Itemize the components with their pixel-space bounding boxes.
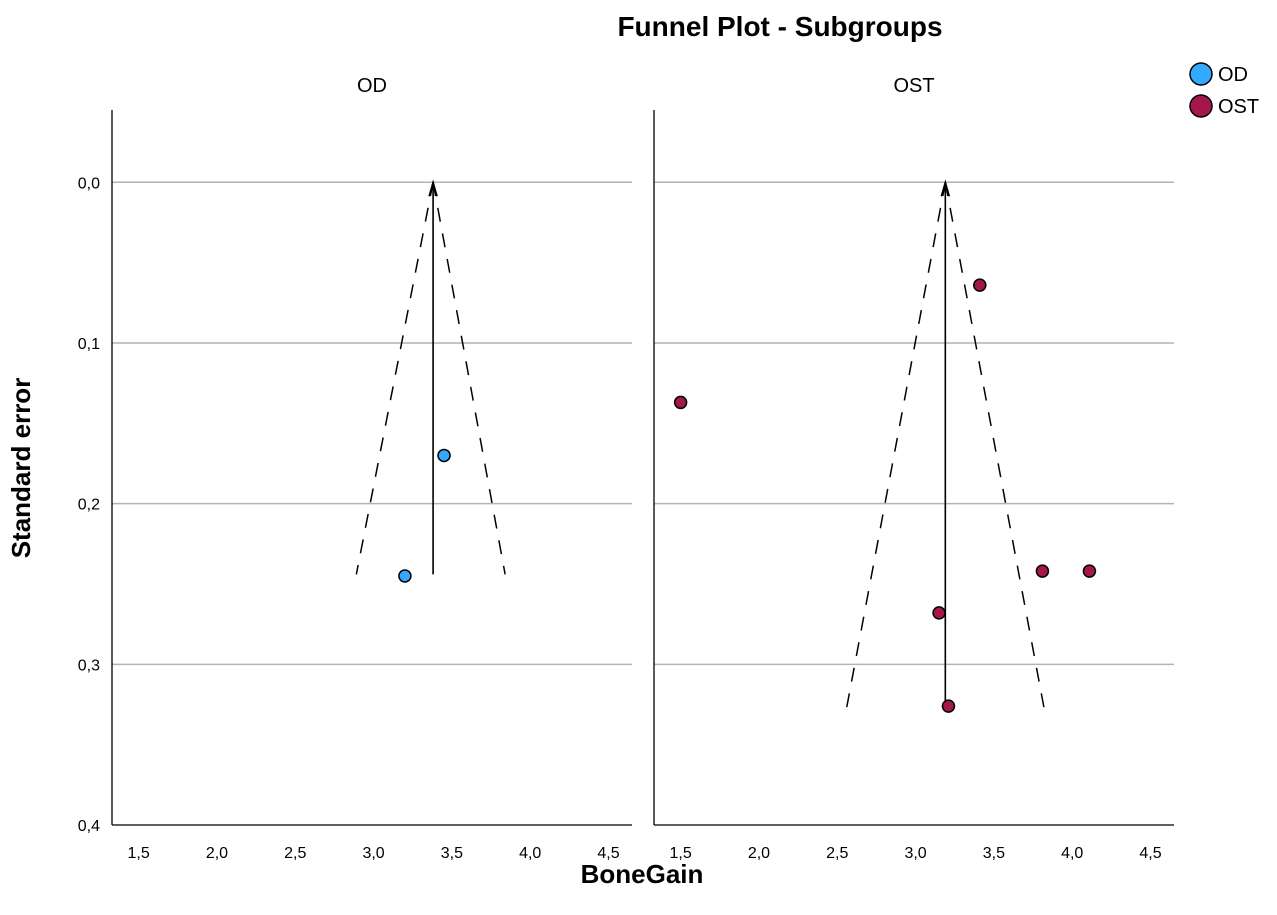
y-axis-title: Standard error — [6, 378, 36, 559]
legend-swatch-ost — [1189, 94, 1213, 118]
facet-label: OST — [893, 75, 934, 97]
facet-label: OD — [357, 75, 387, 97]
x-tick-label: 2,5 — [284, 845, 306, 862]
legend: OD OST — [1189, 62, 1259, 118]
x-tick-label: 4,0 — [1061, 845, 1083, 862]
y-tick-label: 0,4 — [78, 818, 100, 835]
panels: OD0,00,10,20,30,41,5 2,0 2,5 3,0 3,5 4,0 4,5OS… — [78, 75, 1174, 862]
chart-title: Funnel Plot - Subgroups — [617, 11, 942, 42]
legend-label-od: OD — [1218, 64, 1248, 86]
x-tick-label: 3,5 — [441, 845, 463, 862]
panel-od: OD 0,0 0,1 0,2 0,3 0,4 1,5 2,0 2,5 3,0 3,5 4,0 4,5 — [78, 75, 632, 862]
x-tick-label: 1,5 — [670, 845, 692, 862]
x-tick-label: 4,0 — [519, 845, 541, 862]
x-tick-label: 2,5 — [826, 845, 848, 862]
pooled-estimate-arrow — [428, 179, 438, 197]
x-tick-label: 1,5 — [128, 845, 150, 862]
x-tick-label: 2,0 — [206, 845, 228, 862]
funnel-left-line — [355, 182, 434, 575]
y-tick-label: 0,1 — [78, 336, 100, 353]
x-tick-label: 4,5 — [1139, 845, 1161, 862]
x-tick-label: 4,5 — [597, 845, 619, 862]
x-tick-label: 3,5 — [983, 845, 1005, 862]
x-tick-label: 3,0 — [362, 845, 384, 862]
data-point — [673, 395, 688, 410]
x-tick-label: 3,0 — [904, 845, 926, 862]
data-point — [932, 606, 946, 620]
panel-ost: OST 1,5 2,0 2,5 3,0 3,5 4,0 4,5 — [653, 75, 1174, 862]
funnel-right-line — [432, 182, 506, 575]
legend-label-ost: OST — [1218, 96, 1259, 118]
data-point — [941, 699, 956, 713]
pooled-estimate-arrow — [940, 179, 951, 197]
y-tick-label: 0,0 — [78, 175, 100, 192]
data-point — [1082, 564, 1097, 578]
funnel-left-line — [845, 182, 947, 708]
data-point — [398, 569, 412, 583]
y-tick-label: 0,2 — [78, 497, 100, 514]
y-tick-label: 0,3 — [78, 657, 100, 674]
data-point — [437, 448, 451, 463]
data-point — [1035, 564, 1050, 578]
data-point — [973, 278, 987, 292]
legend-swatch-od — [1189, 62, 1213, 86]
x-tick-label: 2,0 — [748, 845, 770, 862]
x-axis-title: BoneGain — [581, 859, 704, 889]
funnel-right-line — [944, 182, 1045, 708]
